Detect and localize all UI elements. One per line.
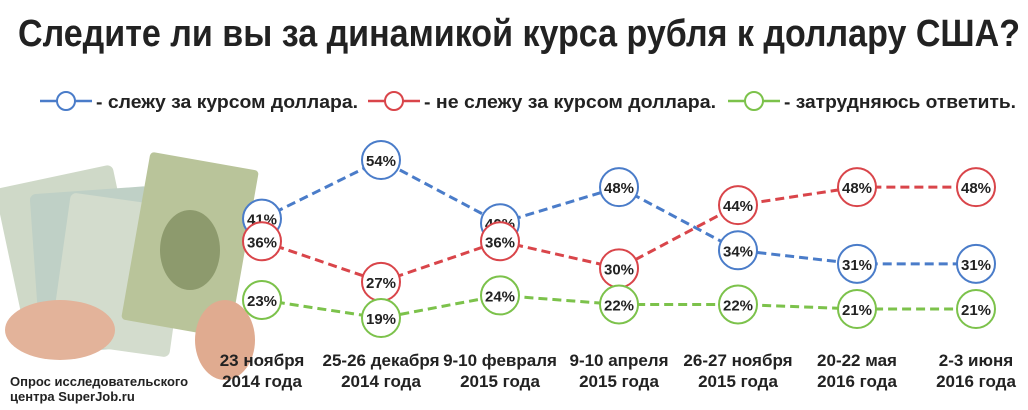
- data-label: 54%: [366, 153, 396, 170]
- data-label: 34%: [723, 243, 753, 260]
- source-note: Опрос исследовательского центра SuperJob…: [10, 374, 188, 404]
- legend-marker: [745, 92, 763, 110]
- legend-item: - слежу за курсом доллара.: [40, 92, 358, 112]
- chart-title: Следите ли вы за динамикой курса рубля к…: [18, 13, 1020, 55]
- data-label: 44%: [723, 198, 753, 215]
- data-label: 21%: [842, 302, 872, 319]
- legend-marker: [57, 92, 75, 110]
- data-label: 31%: [961, 257, 991, 274]
- legend-marker: [385, 92, 403, 110]
- page: {"chart_data": {"type": "line", "title":…: [0, 0, 1028, 410]
- legend-item: - затрудняюсь ответить.: [728, 92, 1016, 112]
- x-tick-label: 2-3 июня 2016 года: [911, 350, 1028, 392]
- x-tick-label: 26-27 ноября 2015 года: [673, 350, 803, 392]
- legend-item: - не слежу за курсом доллара.: [368, 92, 716, 112]
- x-tick-label: 9-10 февраля 2015 года: [435, 350, 565, 392]
- data-label: 19%: [366, 311, 396, 328]
- x-tick-label: 23 ноября 2014 года: [197, 350, 327, 392]
- data-label: 48%: [961, 180, 991, 197]
- data-label: 22%: [723, 297, 753, 314]
- data-label: 31%: [842, 257, 872, 274]
- data-label: 21%: [961, 302, 991, 319]
- data-label: 48%: [604, 180, 634, 197]
- legend-label: - не слежу за курсом доллара.: [424, 92, 716, 112]
- data-label: 36%: [485, 234, 515, 251]
- data-label: 22%: [604, 297, 634, 314]
- data-label: 24%: [485, 288, 515, 305]
- chart: Следите ли вы за динамикой курса рубля к…: [0, 0, 1028, 410]
- x-tick-label: 25-26 декабря 2014 года: [316, 350, 446, 392]
- legend-label: - слежу за курсом доллара.: [96, 92, 358, 112]
- data-label: 30%: [604, 261, 634, 278]
- x-tick-label: 9-10 апреля 2015 года: [554, 350, 684, 392]
- money-illustration: [0, 152, 259, 380]
- data-label: 36%: [247, 234, 277, 251]
- legend-label: - затрудняюсь ответить.: [784, 92, 1016, 112]
- data-label: 48%: [842, 180, 872, 197]
- data-label: 23%: [247, 293, 277, 310]
- x-tick-label: 20-22 мая 2016 года: [792, 350, 922, 392]
- data-label: 27%: [366, 275, 396, 292]
